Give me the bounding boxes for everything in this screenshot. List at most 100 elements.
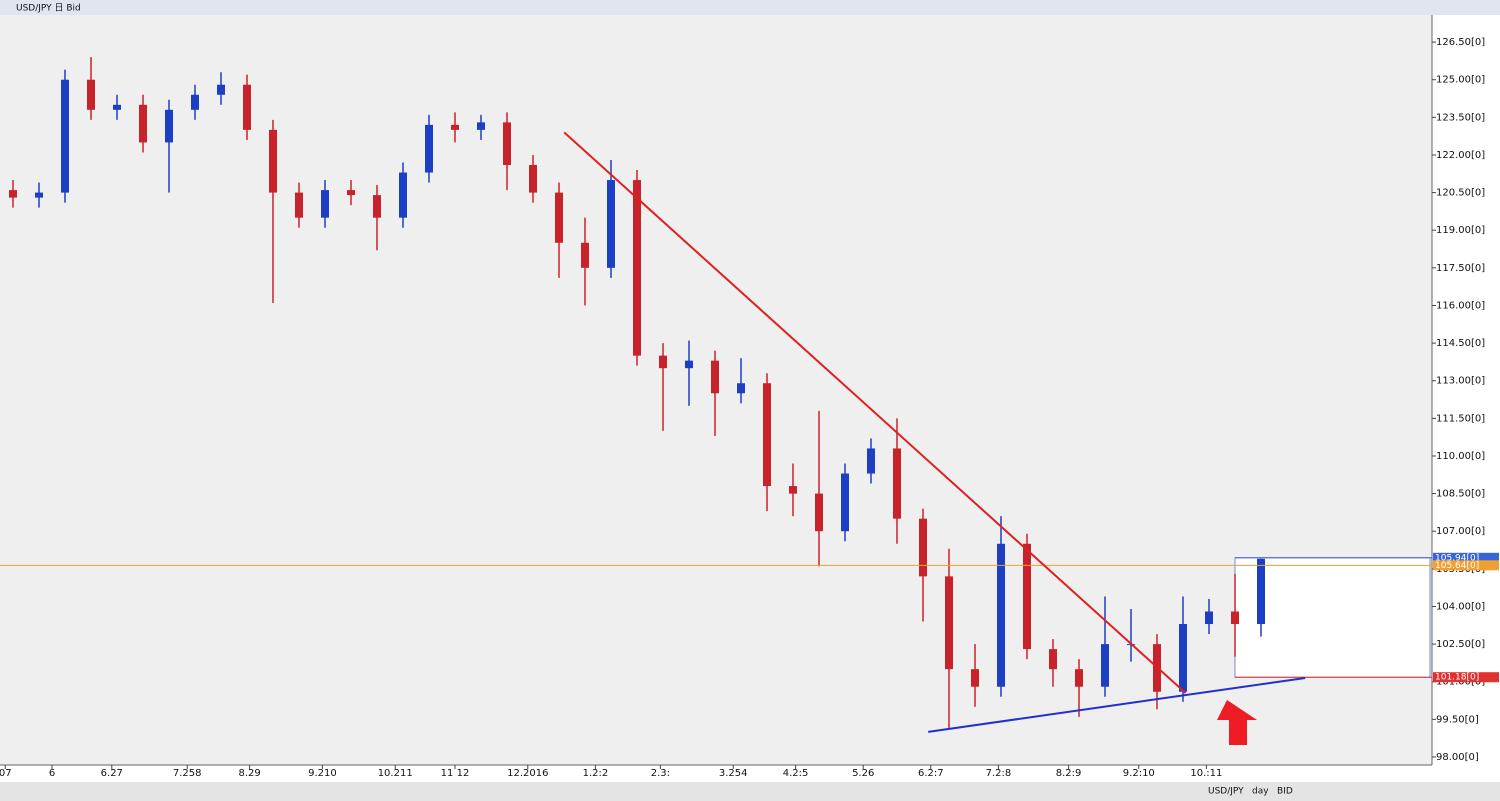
y-tick-label: 123.50[0] [1436,112,1485,123]
y-tick-label: 102.50[0] [1436,639,1485,650]
y-tick-label: 113.00[0] [1436,376,1485,387]
candle-body [503,122,511,165]
title-bar [0,0,1500,15]
y-tick-label: 122.00[0] [1436,150,1485,161]
candle-body [9,190,17,198]
candle-body [399,172,407,218]
candle-body [659,355,667,369]
y-tick-label: 108.50[0] [1436,489,1485,500]
candle-body [477,122,485,130]
candle-body [971,669,979,687]
candle-body [893,448,901,519]
candle-body [815,493,823,532]
symbol-select[interactable]: USD/JPY [1208,787,1244,797]
range-box [1234,557,1431,678]
candle-body [61,79,69,193]
y-tick-label: 117.50[0] [1436,263,1485,274]
y-tick-label: 120.50[0] [1436,188,1485,199]
candle-body [711,360,719,394]
candle-body [763,383,771,487]
x-tick-label: 2.3: [651,768,670,779]
y-tick-label: 107.00[0] [1436,526,1485,537]
x-tick-label: 8.29 [238,768,260,779]
candle-body [789,486,797,494]
candle-body [425,124,433,173]
candle-body [1049,649,1057,670]
x-tick-label: 12.2016 [507,768,548,779]
candle-body [1075,669,1083,687]
candle-body [243,84,251,130]
x-tick-label: 6.27 [101,768,123,779]
candle-body [451,124,459,130]
candle-body [269,129,277,193]
candle-body [1179,624,1187,692]
candle-body [139,104,147,143]
x-tick-label: 9.210 [308,768,337,779]
y-tick-label: 99.50[0] [1436,714,1479,725]
price-marker-label: 105.64[0] [1435,561,1479,571]
y-tick-label: 125.00[0] [1436,75,1485,86]
x-tick-label: 6 [49,768,55,779]
candle-body [581,242,589,268]
price-marker [1433,560,1499,571]
x-tick-label: 5.26 [852,768,874,779]
period-select[interactable]: day [1252,787,1269,797]
y-tick-label: 98.00[0] [1436,752,1479,763]
x-tick-label: 7.2:8 [986,768,1012,779]
y-tick-label: 104.00[0] [1436,601,1485,612]
price-marker-label: 105.94[0] [1435,553,1479,563]
y-tick-label: 114.50[0] [1436,338,1485,349]
candle-body [685,360,693,369]
x-tick-label: 10.211 [378,768,413,779]
candle-body [633,180,641,356]
candle-body [35,192,43,198]
x-axis-area [0,765,1500,782]
candle-body [607,180,615,268]
candle-body [919,518,927,577]
candle-body [841,473,849,532]
candle-body [1257,558,1265,625]
x-tick-label: 1.2:2 [583,768,609,779]
y-tick-label: 116.00[0] [1436,300,1485,311]
candle-body [1231,611,1239,625]
price-marker [1433,672,1499,683]
x-tick-label: 3.254 [719,768,748,779]
y-tick-label: 110.00[0] [1436,451,1485,462]
candle-body [295,192,303,218]
candle-body [113,104,121,110]
annotation-arrow [1217,700,1257,745]
trend-line [563,131,1187,694]
price-marker [1433,552,1499,563]
candle-body [191,94,199,110]
trend-line [928,676,1306,733]
price-type-select[interactable]: BID [1277,787,1293,797]
x-tick-label: 7.258 [173,768,202,779]
candle-body [1205,611,1213,625]
candle-body [347,190,355,196]
x-tick-label: 6.2:7 [918,768,944,779]
x-tick-label: 10.:11 [1190,768,1222,779]
candle-body [737,383,745,394]
x-tick-label: 8.2:9 [1056,768,1082,779]
x-tick-label: 9.2:10 [1123,768,1155,779]
candle-body [945,576,953,670]
toolbar [0,782,1500,801]
candle-body [87,79,95,110]
y-axis-area [1432,15,1500,765]
price-marker-label: 101.18[0] [1435,673,1479,683]
window-title: USD/JPY 日 Bid [16,3,81,14]
x-tick-label: 4.2:5 [783,768,809,779]
x-tick-label: 07 [0,768,12,779]
candle-body [165,109,173,143]
candle-body [1023,543,1031,650]
candle-body [867,448,875,474]
y-tick-label: 119.00[0] [1436,225,1485,236]
candle-body [555,192,563,243]
y-tick-label: 126.50[0] [1436,37,1485,48]
candle-body [529,165,537,193]
candle-body [217,84,225,95]
y-tick-label: 111.50[0] [1436,413,1485,424]
y-tick-label: 101.00[0] [1436,677,1485,688]
